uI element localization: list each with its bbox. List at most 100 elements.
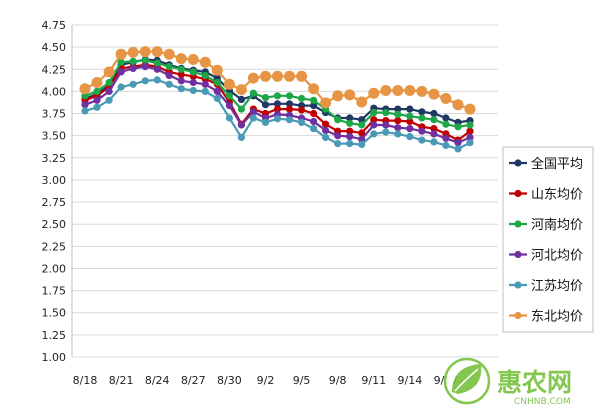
legend-label: 江苏均价: [531, 278, 583, 294]
data-point: [115, 48, 127, 60]
data-point: [81, 101, 89, 109]
data-point: [454, 123, 462, 131]
data-point: [358, 116, 366, 124]
data-point: [452, 99, 464, 111]
data-point: [416, 85, 428, 97]
y-tick-label: 2.75: [42, 196, 67, 209]
data-point: [225, 92, 233, 100]
x-tick-label: 9/2: [257, 374, 275, 387]
data-point: [273, 92, 282, 100]
data-point: [392, 85, 404, 96]
data-point: [199, 56, 211, 68]
data-point: [117, 58, 125, 66]
x-tick-label: 9/8: [329, 374, 347, 387]
data-point: [356, 96, 368, 108]
data-point: [117, 83, 125, 91]
data-point: [298, 118, 306, 126]
data-point: [466, 127, 474, 135]
data-point: [177, 85, 185, 93]
logo-subtext: CNHNB.COM: [514, 397, 571, 407]
data-point: [428, 88, 440, 100]
series-3: [81, 56, 474, 131]
y-tick-label: 3.50: [42, 130, 67, 143]
legend-label: 东北均价: [531, 310, 583, 325]
data-point: [79, 83, 91, 95]
data-point: [177, 65, 185, 73]
data-point: [81, 92, 89, 100]
data-point: [322, 120, 330, 128]
legend-swatch-marker: [514, 281, 522, 289]
data-point: [153, 59, 161, 67]
data-point: [175, 53, 187, 65]
data-point: [151, 46, 163, 58]
data-point: [382, 128, 390, 136]
data-point: [370, 109, 378, 117]
data-point: [382, 109, 390, 117]
legend-item: 江苏均价: [509, 278, 583, 294]
data-point: [466, 121, 474, 129]
data-point: [285, 100, 294, 108]
y-tick-label: 4.00: [42, 85, 67, 98]
legend-item: 山东均价: [509, 188, 583, 203]
data-point: [334, 132, 342, 140]
x-tick-label: 8/21: [109, 374, 134, 387]
data-point: [454, 145, 462, 153]
series-group: [79, 46, 476, 153]
data-point: [189, 78, 197, 87]
data-point: [249, 114, 257, 122]
data-point: [81, 107, 89, 115]
y-tick-label: 4.75: [42, 19, 67, 32]
data-point: [165, 80, 173, 88]
data-point: [189, 86, 197, 95]
data-point: [332, 90, 344, 102]
data-point: [430, 116, 438, 124]
data-point: [310, 117, 318, 126]
data-point: [344, 89, 356, 101]
data-point: [430, 125, 438, 133]
data-point: [380, 85, 392, 96]
data-point: [406, 112, 414, 120]
data-point: [418, 108, 426, 116]
data-point: [346, 127, 354, 135]
x-tick-label: 9/11: [361, 374, 386, 387]
data-point: [394, 124, 402, 132]
data-point: [129, 57, 137, 65]
y-tick-label: 2.00: [42, 262, 67, 275]
data-point: [310, 109, 318, 118]
legend-label: 河北均价: [531, 249, 583, 264]
data-point: [273, 105, 282, 113]
data-point: [442, 141, 450, 149]
data-point: [237, 121, 245, 129]
data-point: [406, 133, 414, 141]
data-point: [189, 68, 197, 76]
data-point: [273, 100, 282, 108]
data-point: [223, 78, 235, 90]
data-point: [93, 103, 101, 111]
data-point: [260, 70, 271, 82]
data-point: [213, 78, 221, 87]
data-point: [117, 68, 125, 76]
data-point: [430, 109, 438, 118]
data-point: [235, 84, 247, 96]
data-point: [237, 133, 245, 141]
data-point: [442, 134, 450, 142]
data-point: [237, 105, 245, 113]
data-point: [430, 138, 438, 146]
data-point: [163, 48, 175, 60]
data-point: [320, 97, 332, 109]
data-point: [237, 95, 245, 103]
data-point: [201, 87, 209, 95]
x-tick-label: 9/5: [293, 374, 311, 387]
y-tick-label: 1.00: [42, 351, 67, 364]
data-point: [310, 96, 318, 104]
data-point: [296, 70, 308, 82]
y-tick-label: 3.25: [42, 152, 67, 165]
data-point: [298, 106, 306, 114]
data-point: [272, 70, 283, 82]
data-point: [368, 87, 380, 99]
data-point: [165, 63, 173, 71]
data-point: [440, 93, 452, 104]
x-tick-label: 8/18: [73, 374, 98, 387]
legend-label: 全国平均: [531, 156, 583, 172]
